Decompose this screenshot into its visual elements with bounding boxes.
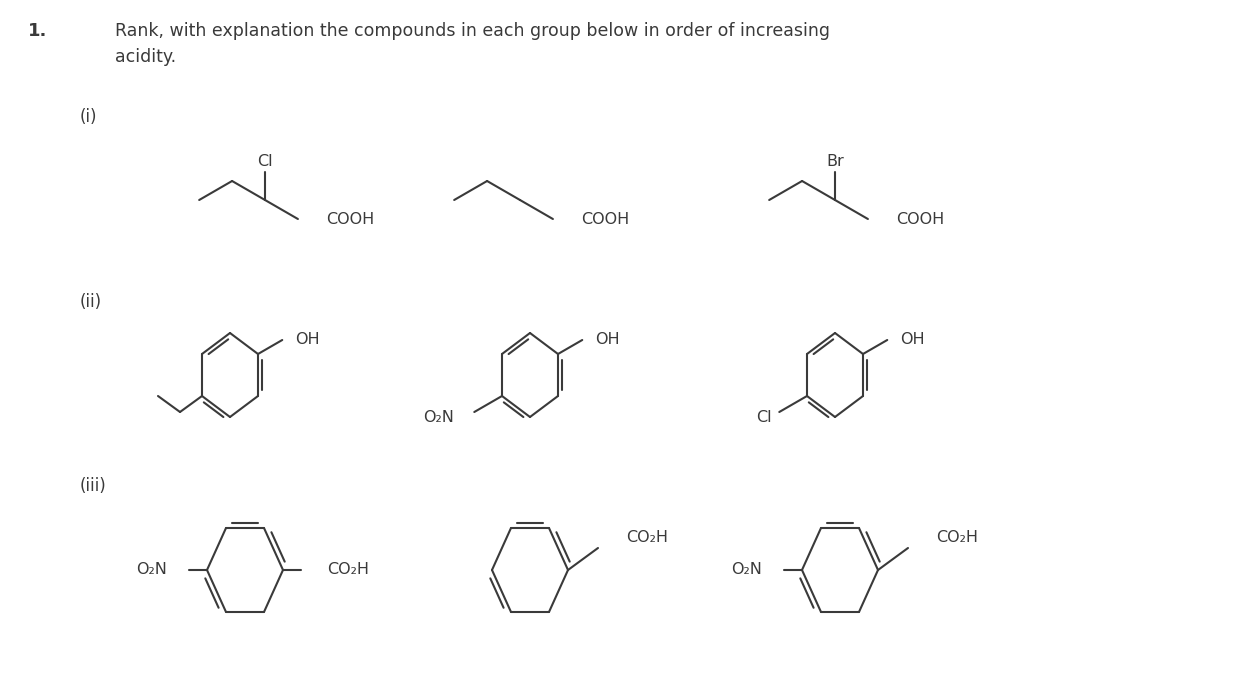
Text: OH: OH: [296, 333, 320, 348]
Text: O₂N: O₂N: [732, 562, 763, 578]
Text: COOH: COOH: [895, 211, 944, 227]
Text: Br: Br: [826, 155, 843, 170]
Text: CO₂H: CO₂H: [936, 530, 977, 545]
Text: O₂N: O₂N: [424, 411, 455, 426]
Text: CO₂H: CO₂H: [626, 530, 668, 545]
Text: (ii): (ii): [79, 293, 102, 311]
Text: Rank, with explanation the compounds in each group below in order of increasing: Rank, with explanation the compounds in …: [116, 22, 830, 40]
Text: COOH: COOH: [581, 211, 630, 227]
Text: (i): (i): [79, 108, 98, 126]
Text: (iii): (iii): [79, 477, 107, 495]
Text: Cl: Cl: [257, 155, 273, 170]
Text: OH: OH: [595, 333, 620, 348]
Text: CO₂H: CO₂H: [327, 562, 369, 578]
Text: COOH: COOH: [325, 211, 374, 227]
Text: OH: OH: [900, 333, 925, 348]
Text: acidity.: acidity.: [116, 48, 176, 66]
Text: Cl: Cl: [755, 411, 771, 426]
Text: 1.: 1.: [29, 22, 47, 40]
Text: O₂N: O₂N: [137, 562, 166, 578]
